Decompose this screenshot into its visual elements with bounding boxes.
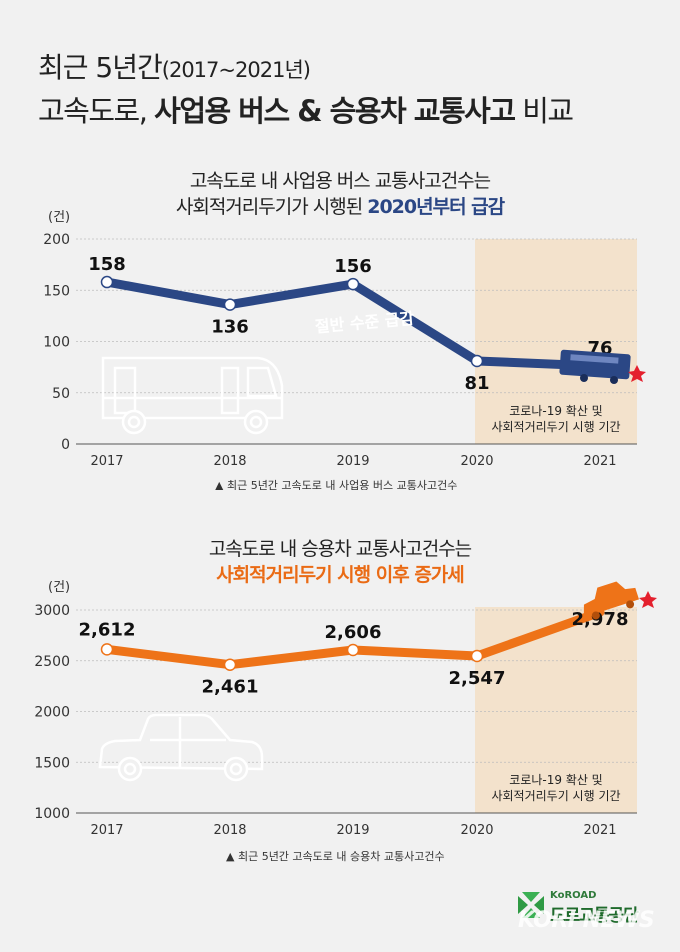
car-point (100, 643, 114, 656)
crashed-bus-icon (559, 349, 631, 384)
logo-ko: 도로교통공단 (550, 906, 639, 926)
bus-chart-subtitle: 고속도로 내 사업용 버스 교통사고건수는 사회적거리두기가 시행된 2020년… (0, 168, 680, 220)
crash-star-icon (628, 365, 646, 382)
bus-point (346, 277, 360, 291)
car-subtitle-accent: 사회적거리두기 시행 이후 증가세 (216, 564, 465, 586)
bus-point (100, 275, 114, 289)
car-subtitle-line1: 고속도로 내 승용차 교통사고건수는 (208, 538, 472, 560)
car-ytick-label: 2500 (34, 654, 70, 670)
title-prefix: 고속도로, (38, 94, 155, 128)
bus-point (470, 354, 484, 368)
bus-value-label: 158 (88, 254, 126, 275)
title-period: 최근 5년간 (38, 51, 163, 84)
koroad-logo-icon (518, 892, 544, 918)
crashed-car-icon (583, 581, 640, 620)
bus-ytick-label: 50 (52, 386, 70, 402)
car-chart-subtitle: 고속도로 내 승용차 교통사고건수는 사회적거리두기 시행 이후 증가세 (0, 536, 680, 588)
bus-xtick-label: 2021 (583, 454, 616, 469)
car-ytick-label: 1500 (34, 755, 70, 771)
car-accident-chart: 3000 2500 2000 1500 1000 2017 2018 2019 2020 2021… (34, 580, 657, 863)
car-icon (98, 713, 264, 782)
title-years: (2017~2021년) (161, 58, 311, 82)
car-shaded-note-1: 코로나-19 확산 및 (509, 773, 602, 787)
car-xtick-label: 2021 (583, 823, 616, 838)
car-unit-label: (건) (48, 580, 70, 595)
crash-star-icon (639, 591, 657, 608)
car-point (223, 658, 237, 671)
watermark: KORI NEWS (518, 908, 655, 933)
title-suffix: 비교 (514, 94, 574, 128)
car-value-label: 2,547 (449, 668, 506, 689)
bus-shaded-note-2: 사회적거리두기 시행 기간 (491, 419, 620, 434)
car-caption: ▲ 최근 5년간 고속도로 내 승용차 교통사고건수 (226, 850, 445, 863)
bus-annotation: 절반 수준 급감 (314, 309, 415, 337)
bus-subtitle-accent: 2020년부터 급감 (367, 196, 505, 218)
page-title-line2: 고속도로, 사업용 버스 & 승용차 교통사고 비교 (38, 88, 574, 130)
bus-subtitle-line1: 고속도로 내 사업용 버스 교통사고건수는 (189, 170, 491, 192)
car-shaded-period (475, 607, 637, 813)
bus-accident-chart: 200 150 100 50 0 2017 2018 2019 2020 2021 (건) 158… (43, 210, 646, 490)
bus-value-label: 156 (334, 256, 372, 277)
car-value-label: 2,461 (202, 677, 259, 698)
bus-xtick-label: 2019 (336, 454, 369, 469)
car-shaded-note-2: 사회적거리두기 시행 기간 (491, 788, 620, 803)
car-xtick-label: 2017 (90, 823, 123, 838)
car-ytick-label: 1000 (34, 806, 70, 822)
car-point (470, 649, 484, 663)
bus-shaded-note-1: 코로나-19 확산 및 (509, 404, 602, 418)
car-value-label: 2,612 (79, 619, 136, 640)
bus-caption: ▲ 최근 5년간 고속도로 내 사업용 버스 교통사고건수 (215, 479, 457, 490)
car-ytick-label: 3000 (34, 603, 70, 619)
bus-value-label: 136 (211, 317, 249, 338)
car-ytick-label: 2000 (34, 705, 70, 721)
car-point (346, 643, 360, 657)
bus-ytick-label: 150 (43, 283, 70, 299)
bus-unit-label: (건) (48, 210, 70, 225)
bus-ytick-label: 200 (43, 232, 70, 248)
bus-xtick-label: 2018 (213, 454, 246, 469)
bus-value-label: 81 (464, 373, 489, 394)
bus-ytick-label: 0 (61, 437, 70, 453)
title-bold: 사업용 버스 & 승용차 교통사고 (154, 94, 516, 128)
bus-icon (101, 356, 284, 435)
bus-subtitle-line2: 사회적거리두기가 시행된 2020년부터 급감 (0, 194, 680, 220)
page-title-line1: 최근 5년간(2017~2021년) (38, 46, 311, 86)
bus-point (223, 298, 237, 311)
car-xtick-label: 2018 (213, 823, 246, 838)
koroad-logo: KoROAD 도로교통공단 (514, 888, 639, 926)
bus-xtick-label: 2020 (460, 454, 493, 469)
bus-subtitle-pre: 사회적거리두기가 시행된 (175, 196, 368, 218)
car-value-label: 2,606 (325, 622, 382, 643)
car-xtick-label: 2020 (460, 823, 493, 838)
bus-xtick-label: 2017 (90, 454, 123, 469)
car-xtick-label: 2019 (336, 823, 369, 838)
logo-en: KoROAD (550, 890, 597, 901)
car-value-label: 2,978 (572, 609, 629, 630)
bus-ytick-label: 100 (43, 335, 70, 351)
